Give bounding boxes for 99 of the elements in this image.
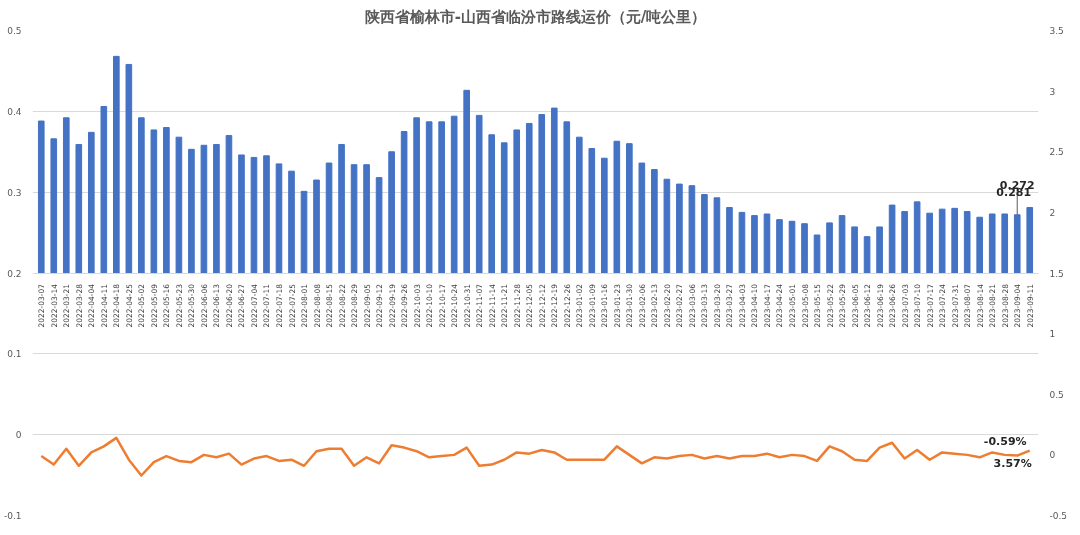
bar [988,213,996,274]
bar [500,142,508,274]
bar [125,63,133,274]
bar [838,215,846,274]
bar [175,136,183,274]
bar [863,236,871,274]
bar [87,131,95,274]
bar [525,122,533,274]
bar [375,177,383,274]
data-label: -0.59% [983,434,1027,448]
y2-tick-label: 3.5 [1049,26,1064,36]
bar [588,148,596,274]
bar [738,211,746,274]
bar [200,144,208,274]
bar [651,169,658,274]
bar [388,151,395,274]
bar [313,179,320,274]
bar [425,121,433,274]
bar [150,129,158,274]
bar [188,148,195,274]
bar [963,211,971,274]
y-tick-label: 0.1 [7,349,22,360]
y2-tick-label: 1.5 [1049,268,1064,279]
bar [638,162,646,274]
bar [626,143,633,274]
bar [100,105,108,274]
y-tick-label: 0.4 [7,106,22,117]
bar [663,178,671,274]
bar [888,204,896,274]
line-series [40,436,1031,477]
bar [751,215,758,274]
y-tick-label: 0 [15,430,22,441]
bar [113,55,120,274]
bar [1001,213,1009,274]
y2-tick-label: 2.5 [1049,147,1064,158]
y-tick-label: 0.2 [7,268,22,279]
bar [463,89,470,274]
bar [813,234,821,274]
bar [951,207,958,274]
bar [225,135,233,274]
bar [363,164,370,274]
bar [75,143,83,274]
bar [275,163,283,274]
bar [613,140,621,274]
bar [713,197,721,274]
bar [238,154,245,274]
bar [601,157,608,274]
bar [263,155,270,274]
bar [976,216,984,274]
bar [538,114,546,274]
bar [288,170,295,274]
bar [1013,214,1021,274]
chart-title: 陕西省榆林市-山西省临汾市路线运价（元/吨公里） [364,7,707,26]
bar [826,222,833,274]
bar [776,219,783,274]
bar [1026,207,1034,274]
bar [338,143,345,274]
bar [688,185,696,274]
bar [726,207,733,274]
bar [213,143,220,274]
bar [926,212,933,274]
bar [50,138,58,274]
bar [138,117,145,274]
bar [37,120,45,274]
bar [901,211,908,274]
y-tick-label: 0.5 [7,26,22,36]
bar [801,223,808,274]
bar [575,136,583,274]
bar [450,115,458,274]
bar [438,121,445,274]
bar [763,213,771,274]
bar [400,131,408,274]
y2-tick-label: 0.5 [1049,389,1064,400]
bar [350,164,358,274]
bar [325,162,333,274]
bar [851,226,858,274]
bar [550,107,558,274]
y-tick-label: 0.3 [7,187,22,198]
bar [413,117,420,274]
y2-tick-label: 3 [1049,86,1056,97]
y-tick-label: -0.1 [3,511,22,521]
bar [676,183,683,274]
y2-tick-label: 2 [1049,207,1056,218]
bar [876,226,883,274]
y2-tick-label: -0.5 [1049,511,1068,521]
bar [250,156,258,274]
bar [913,201,921,274]
bar [701,194,708,274]
y2-tick-label: 0 [1049,450,1056,461]
bar [163,127,170,274]
data-label: 3.57% [993,456,1032,470]
bar [563,121,571,274]
bar [488,134,496,274]
y2-tick-label: 1 [1049,329,1056,340]
bar [475,114,483,274]
bar [300,190,308,274]
bar [938,208,946,274]
bar [62,117,70,274]
bar [513,129,521,274]
